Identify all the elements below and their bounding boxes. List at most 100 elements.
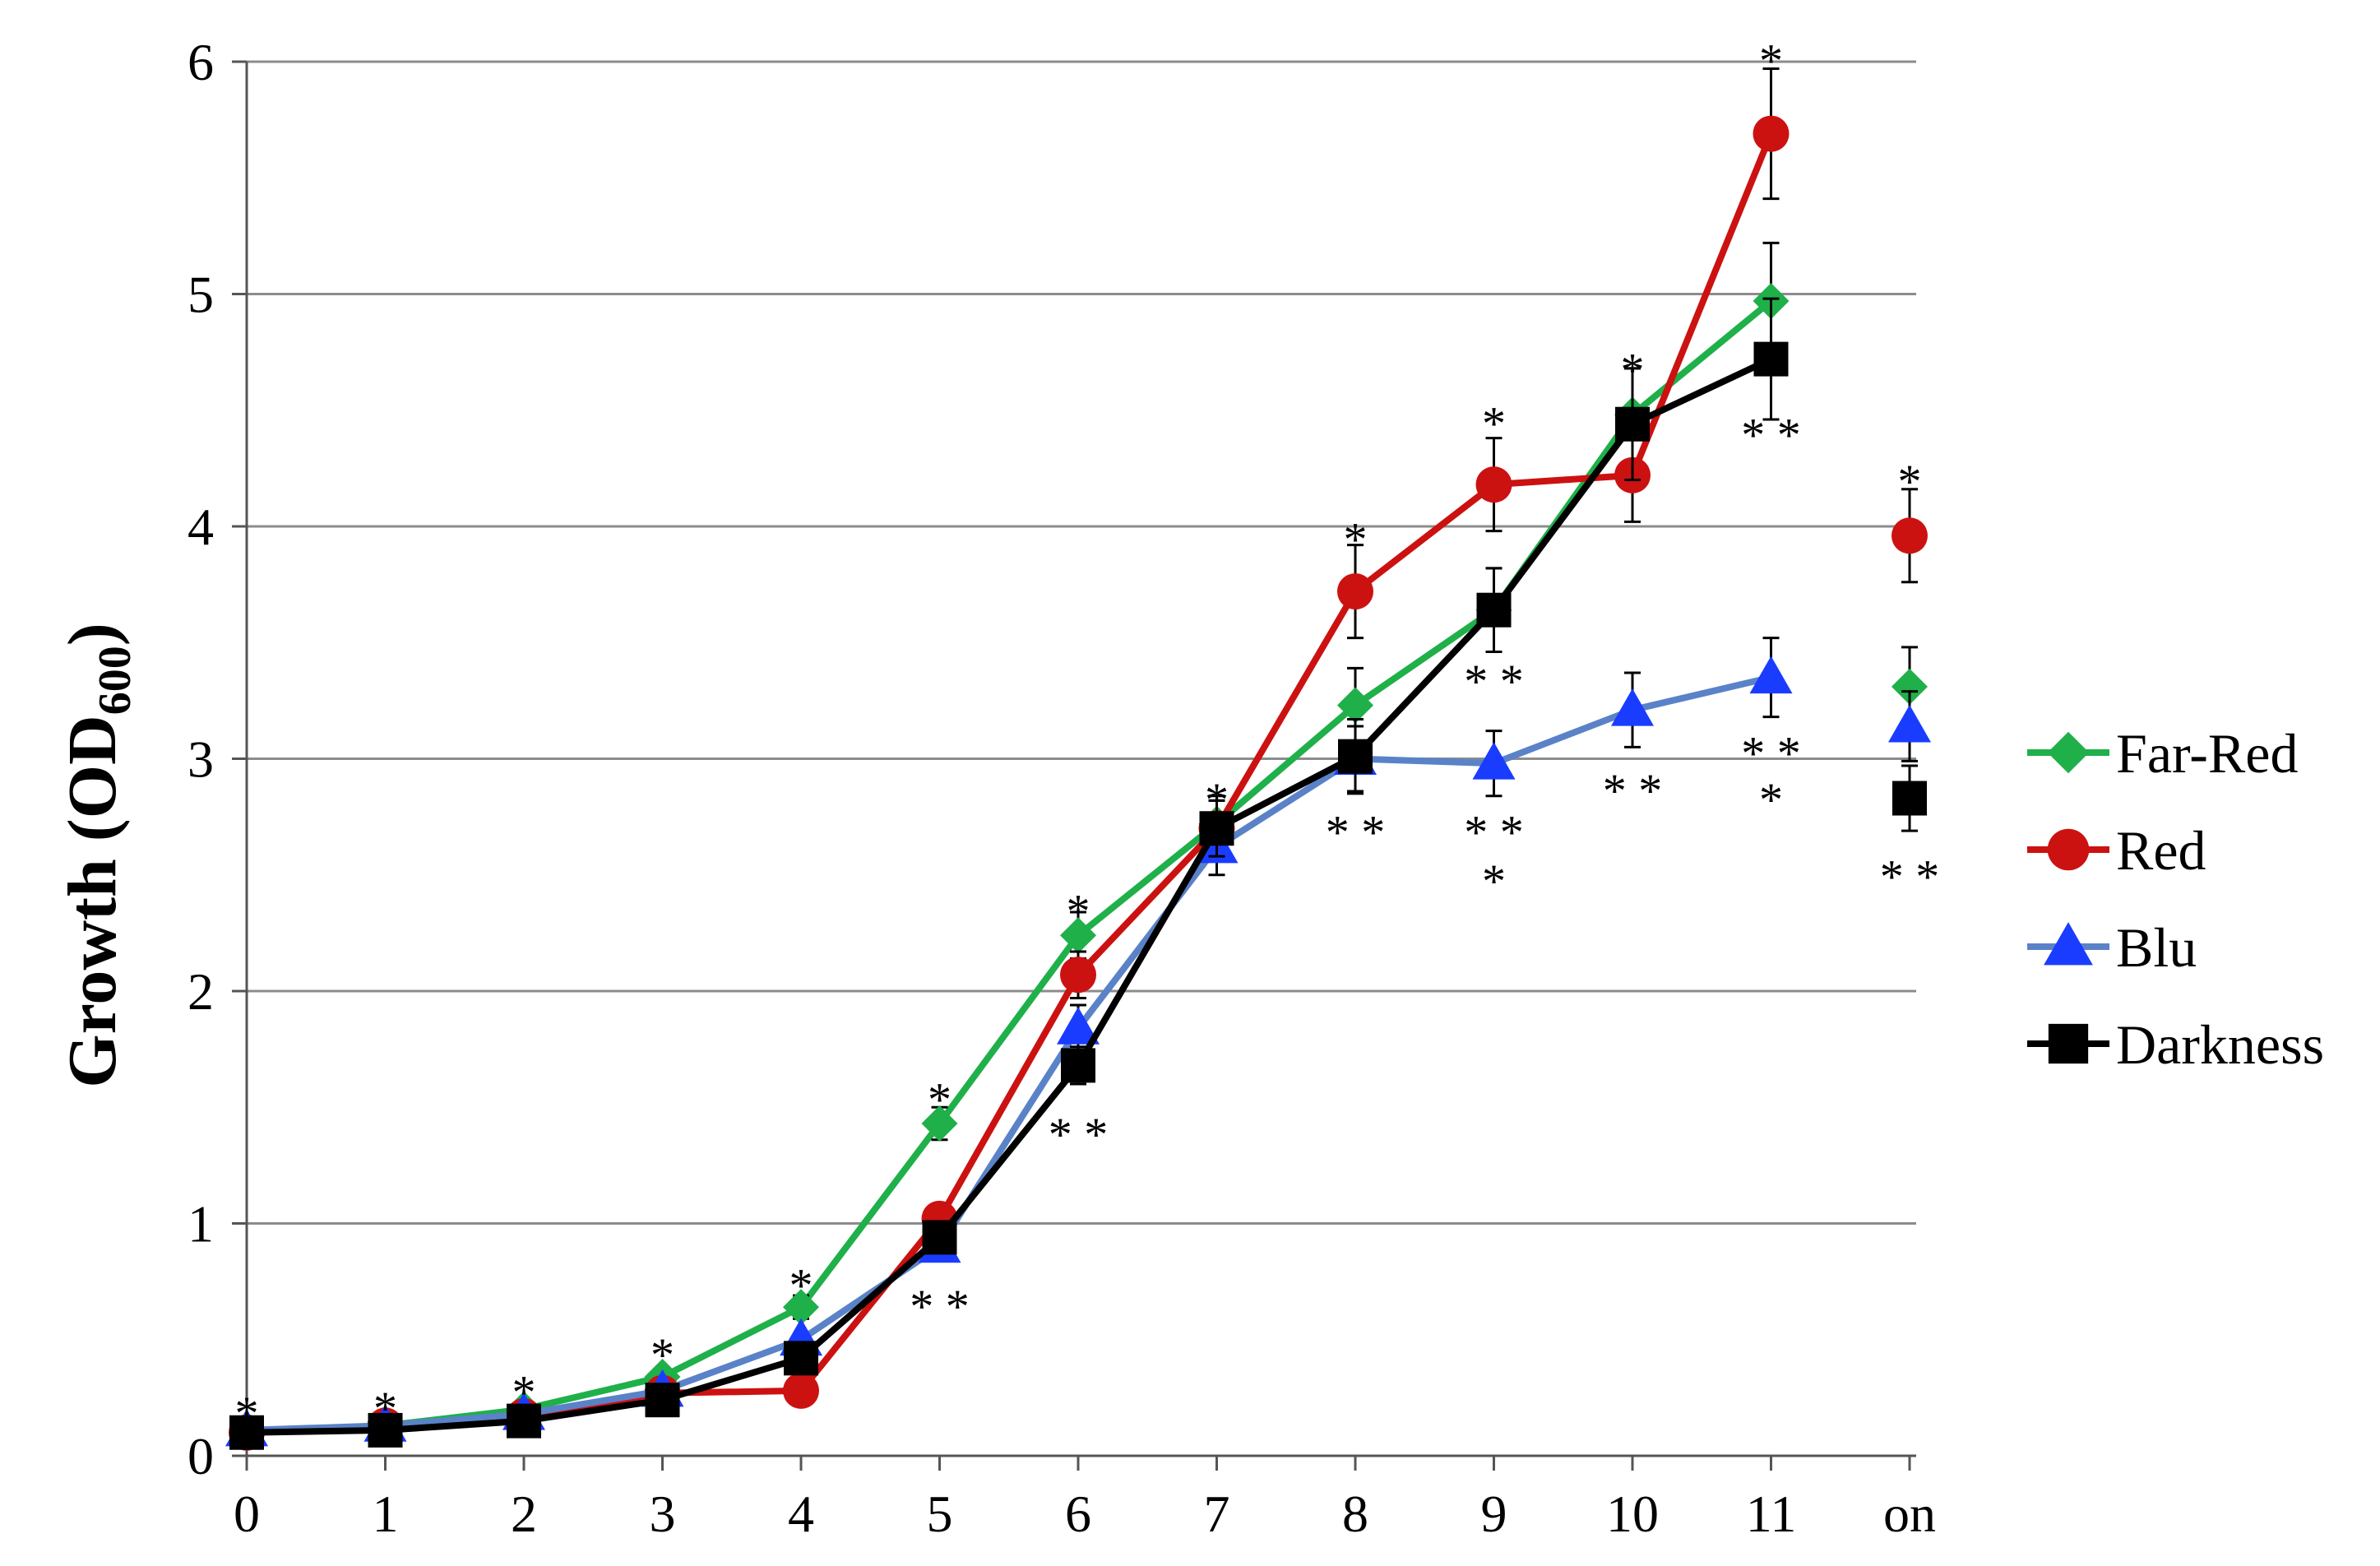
data-point — [1888, 704, 1931, 743]
data-series — [225, 67, 1931, 1451]
data-point — [368, 1412, 403, 1448]
data-point — [1753, 115, 1790, 152]
data-point — [1891, 517, 1928, 554]
data-point — [645, 1383, 680, 1418]
legend-marker — [2047, 828, 2090, 871]
legend-entry: Far-Red — [2027, 722, 2298, 785]
legend-label: Far-Red — [2116, 722, 2298, 785]
data-point — [1338, 739, 1373, 774]
x-tick-label: 1 — [373, 1485, 399, 1543]
significance-marker: * * — [1880, 850, 1940, 903]
significance-marker: * — [1482, 396, 1506, 450]
significance-marker: * — [1205, 773, 1229, 827]
significance-marker: * * — [1326, 806, 1386, 859]
significance-marker: * * — [1464, 655, 1524, 708]
significance-marker: * — [651, 1328, 674, 1382]
data-point — [229, 1415, 264, 1450]
significance-marker: * * — [1741, 409, 1801, 462]
y-tick-label: 5 — [188, 266, 214, 324]
y-axis-label-subscript: 600 — [90, 646, 141, 715]
data-point — [1476, 592, 1512, 628]
x-tick-label: 5 — [927, 1485, 953, 1543]
axes: 0 1 2 3 4 5 6 0 1 2 3 4 5 6 7 8 9 10 11 on — [188, 33, 1936, 1543]
data-point — [922, 1220, 957, 1255]
legend-entry: Darkness — [2027, 1013, 2324, 1076]
significance-marker: * * — [1464, 806, 1524, 859]
data-point — [1749, 656, 1793, 694]
legend-marker — [2047, 731, 2090, 774]
significance-marker: * — [373, 1382, 397, 1435]
data-point — [784, 1341, 818, 1376]
y-tick-label: 2 — [188, 962, 214, 1021]
significance-marker: * — [928, 1073, 952, 1126]
data-point — [1060, 957, 1096, 994]
x-tick-label: 3 — [650, 1485, 676, 1543]
significance-marker: * * — [1603, 764, 1663, 818]
legend-label: Blu — [2116, 916, 2197, 979]
data-point — [1337, 687, 1373, 724]
y-tick-label: 3 — [188, 730, 214, 789]
y-tick-label: 1 — [188, 1195, 214, 1253]
data-point — [1753, 341, 1789, 377]
significance-marker: * — [1344, 513, 1368, 567]
data-point — [1061, 1048, 1095, 1083]
significance-marker: * — [1482, 855, 1506, 908]
series-darkness — [229, 297, 1927, 1450]
series-line — [246, 674, 1772, 1434]
data-point — [783, 1289, 819, 1326]
series-line — [246, 355, 1773, 1436]
data-point — [1611, 688, 1654, 726]
x-tick-label: 7 — [1204, 1485, 1230, 1543]
legend-entry: Blu — [2027, 916, 2197, 979]
y-axis-label-close: ) — [54, 623, 131, 646]
y-axis-label-main: Growth (OD — [54, 715, 131, 1087]
data-point — [1472, 742, 1516, 780]
data-point — [1891, 668, 1928, 705]
significance-marker: * — [1621, 343, 1645, 396]
x-tick-label: on — [1883, 1485, 1936, 1543]
significance-marker: * — [789, 1258, 813, 1312]
data-point — [921, 1105, 958, 1142]
significance-marker: * * — [910, 1280, 970, 1333]
legend-label: Red — [2116, 819, 2206, 882]
significance-marker: * — [1898, 455, 1922, 508]
data-point — [507, 1403, 541, 1439]
significance-marker: * — [235, 1387, 259, 1440]
x-tick-label: 2 — [511, 1485, 537, 1543]
x-tick-label: 9 — [1481, 1485, 1507, 1543]
x-tick-label: 4 — [788, 1485, 814, 1543]
legend-entry: Red — [2027, 819, 2206, 882]
x-tick-label: 0 — [234, 1485, 260, 1543]
gridlines — [247, 60, 1916, 1225]
x-tick-label: 10 — [1606, 1485, 1659, 1543]
data-point — [783, 1372, 819, 1409]
x-tick-label: 8 — [1342, 1485, 1368, 1543]
x-tick-label: 6 — [1065, 1485, 1091, 1543]
y-axis-label: Growth (OD600) — [54, 623, 141, 1087]
significance-marker: * — [1759, 773, 1783, 827]
significance-marker: * — [1067, 885, 1090, 938]
significance-marker: * — [1759, 35, 1783, 88]
y-tick-label: 4 — [188, 498, 214, 556]
legend-marker — [2048, 1023, 2089, 1064]
x-tick-label: 11 — [1746, 1485, 1797, 1543]
significance-marker: * * — [1741, 727, 1801, 781]
data-point — [1892, 781, 1927, 816]
data-point — [1057, 1007, 1100, 1045]
y-tick-label: 6 — [188, 33, 214, 91]
series-line — [246, 132, 1775, 1436]
significance-marker: * * — [1049, 1108, 1109, 1161]
data-point — [1615, 406, 1650, 442]
legend: Far-Red Red Blu Darkness — [2027, 722, 2324, 1076]
legend-marker — [2044, 922, 2093, 966]
series-line — [246, 298, 1774, 1436]
significance-annotations: * * ***** *** **** *** ** **** *** ** ****… — [235, 35, 1940, 1440]
data-point — [1475, 466, 1512, 503]
data-point — [1060, 917, 1096, 954]
y-tick-label: 0 — [188, 1427, 214, 1485]
significance-marker: * — [512, 1365, 536, 1419]
data-point — [1199, 811, 1234, 846]
data-point — [1337, 573, 1373, 610]
series-far-red — [229, 241, 1928, 1451]
